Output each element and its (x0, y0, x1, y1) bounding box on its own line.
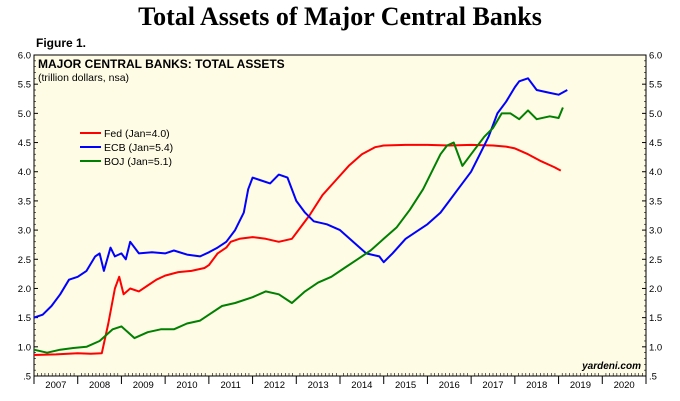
y-tick-label-left: 5.5 (18, 80, 31, 91)
y-tick-label-right: 1.5 (649, 313, 662, 324)
legend: Fed (Jan=4.0) ECB (Jan=5.4) BOJ (Jan=5.1) (80, 128, 173, 168)
y-tick-label-left: 5.0 (18, 109, 31, 120)
y-tick-label-right: 1.0 (649, 342, 662, 353)
series-line (33, 143, 562, 356)
plot-background (33, 54, 647, 377)
chart-subtitle: (trillion dollars, nsa) (38, 72, 129, 84)
page-title: Total Assets of Major Central Banks (138, 2, 542, 31)
y-tick-label-left: 4.5 (18, 138, 31, 149)
x-tick-label: 2008 (89, 380, 110, 391)
legend-label: ECB (Jan=5.4) (104, 142, 173, 154)
series-line (33, 107, 564, 354)
x-tick-label: 2020 (614, 380, 635, 391)
y-tick-label-right: 2.0 (649, 284, 662, 295)
y-tick-label-left: 1.5 (18, 313, 31, 324)
x-tick-label: 2009 (133, 380, 154, 391)
chart-title: MAJOR CENTRAL BANKS: TOTAL ASSETS (38, 57, 285, 71)
y-tick-label-left: 6.0 (18, 51, 31, 62)
x-tick-label: 2011 (220, 380, 240, 391)
y-tick-label-right: 5.5 (649, 80, 662, 91)
y-axis-right: .5 1.0 1.5 2.0 2.5 3.0 3.5 4.0 4.5 5.0 5.5 6.0 (642, 51, 662, 383)
x-tick-label: 2014 (351, 380, 372, 391)
y-tick-label-right: 3.5 (649, 196, 662, 207)
legend-label: BOJ (Jan=5.1) (104, 156, 172, 168)
x-tick-label: 2013 (308, 380, 329, 391)
y-tick-label-right: 6.0 (649, 51, 662, 62)
series-line (33, 77, 568, 319)
y-tick-label-left: 1.0 (18, 342, 31, 353)
y-tick-label-left: 3.5 (18, 196, 31, 207)
y-tick-label-right: 2.5 (649, 255, 662, 266)
x-tick-label: 2017 (482, 380, 503, 391)
y-tick-label-right: 5.0 (649, 109, 662, 120)
y-tick-label-right: 3.0 (649, 226, 662, 237)
y-axis-left: .5 1.0 1.5 2.0 2.5 3.0 3.5 4.0 4.5 5.0 5.5 6.0 (18, 51, 38, 383)
y-tick-label-left: .5 (23, 372, 31, 383)
y-tick-label-right: 4.5 (649, 138, 662, 149)
y-tick-label-left: 2.5 (18, 255, 31, 266)
x-tick-label: 2015 (395, 380, 416, 391)
x-tick-label: 2019 (570, 380, 591, 391)
credit-label: yardeni.com (581, 361, 641, 372)
y-tick-label-right: .5 (649, 372, 657, 383)
y-tick-label-right: 4.0 (649, 167, 662, 178)
series-lines (33, 77, 568, 356)
x-tick-label: 2018 (526, 380, 547, 391)
x-axis: 2007 2008 2009 2010 2011 2012 2013 2014 2015 2016… (33, 373, 647, 391)
x-tick-label: 2016 (439, 380, 460, 391)
legend-label: Fed (Jan=4.0) (104, 128, 170, 140)
x-tick-label: 2007 (45, 380, 66, 391)
figure-label: Figure 1. (36, 36, 87, 50)
y-tick-label-left: 4.0 (18, 167, 31, 178)
x-tick-label: 2010 (176, 380, 197, 391)
x-tick-label: 2012 (264, 380, 285, 391)
y-tick-label-left: 3.0 (18, 226, 31, 237)
y-tick-label-left: 2.0 (18, 284, 31, 295)
